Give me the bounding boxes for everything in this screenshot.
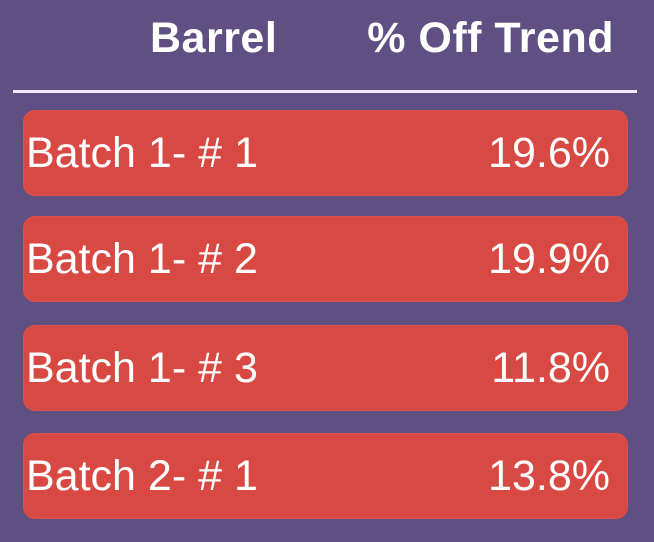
barrel-name: Batch 2- # 1 [26,451,258,500]
header-divider [13,90,637,93]
table-header: Barrel % Off Trend [0,0,654,90]
table-row[interactable]: Batch 1- # 3 11.8% [23,325,628,411]
barrel-name: Batch 1- # 2 [26,234,258,283]
table-row[interactable]: Batch 2- # 1 13.8% [23,433,628,519]
column-header-barrel: Barrel [150,14,278,62]
off-trend-value: 11.8% [491,343,610,392]
table-row[interactable]: Batch 1- # 1 19.6% [23,110,628,196]
table-row[interactable]: Batch 1- # 2 19.9% [23,216,628,302]
off-trend-value: 19.9% [488,234,610,283]
column-header-off-trend: % Off Trend [367,14,614,62]
off-trend-value: 19.6% [488,128,610,177]
off-trend-value: 13.8% [488,451,610,500]
barrel-name: Batch 1- # 3 [26,343,258,392]
barrel-name: Batch 1- # 1 [26,128,258,177]
